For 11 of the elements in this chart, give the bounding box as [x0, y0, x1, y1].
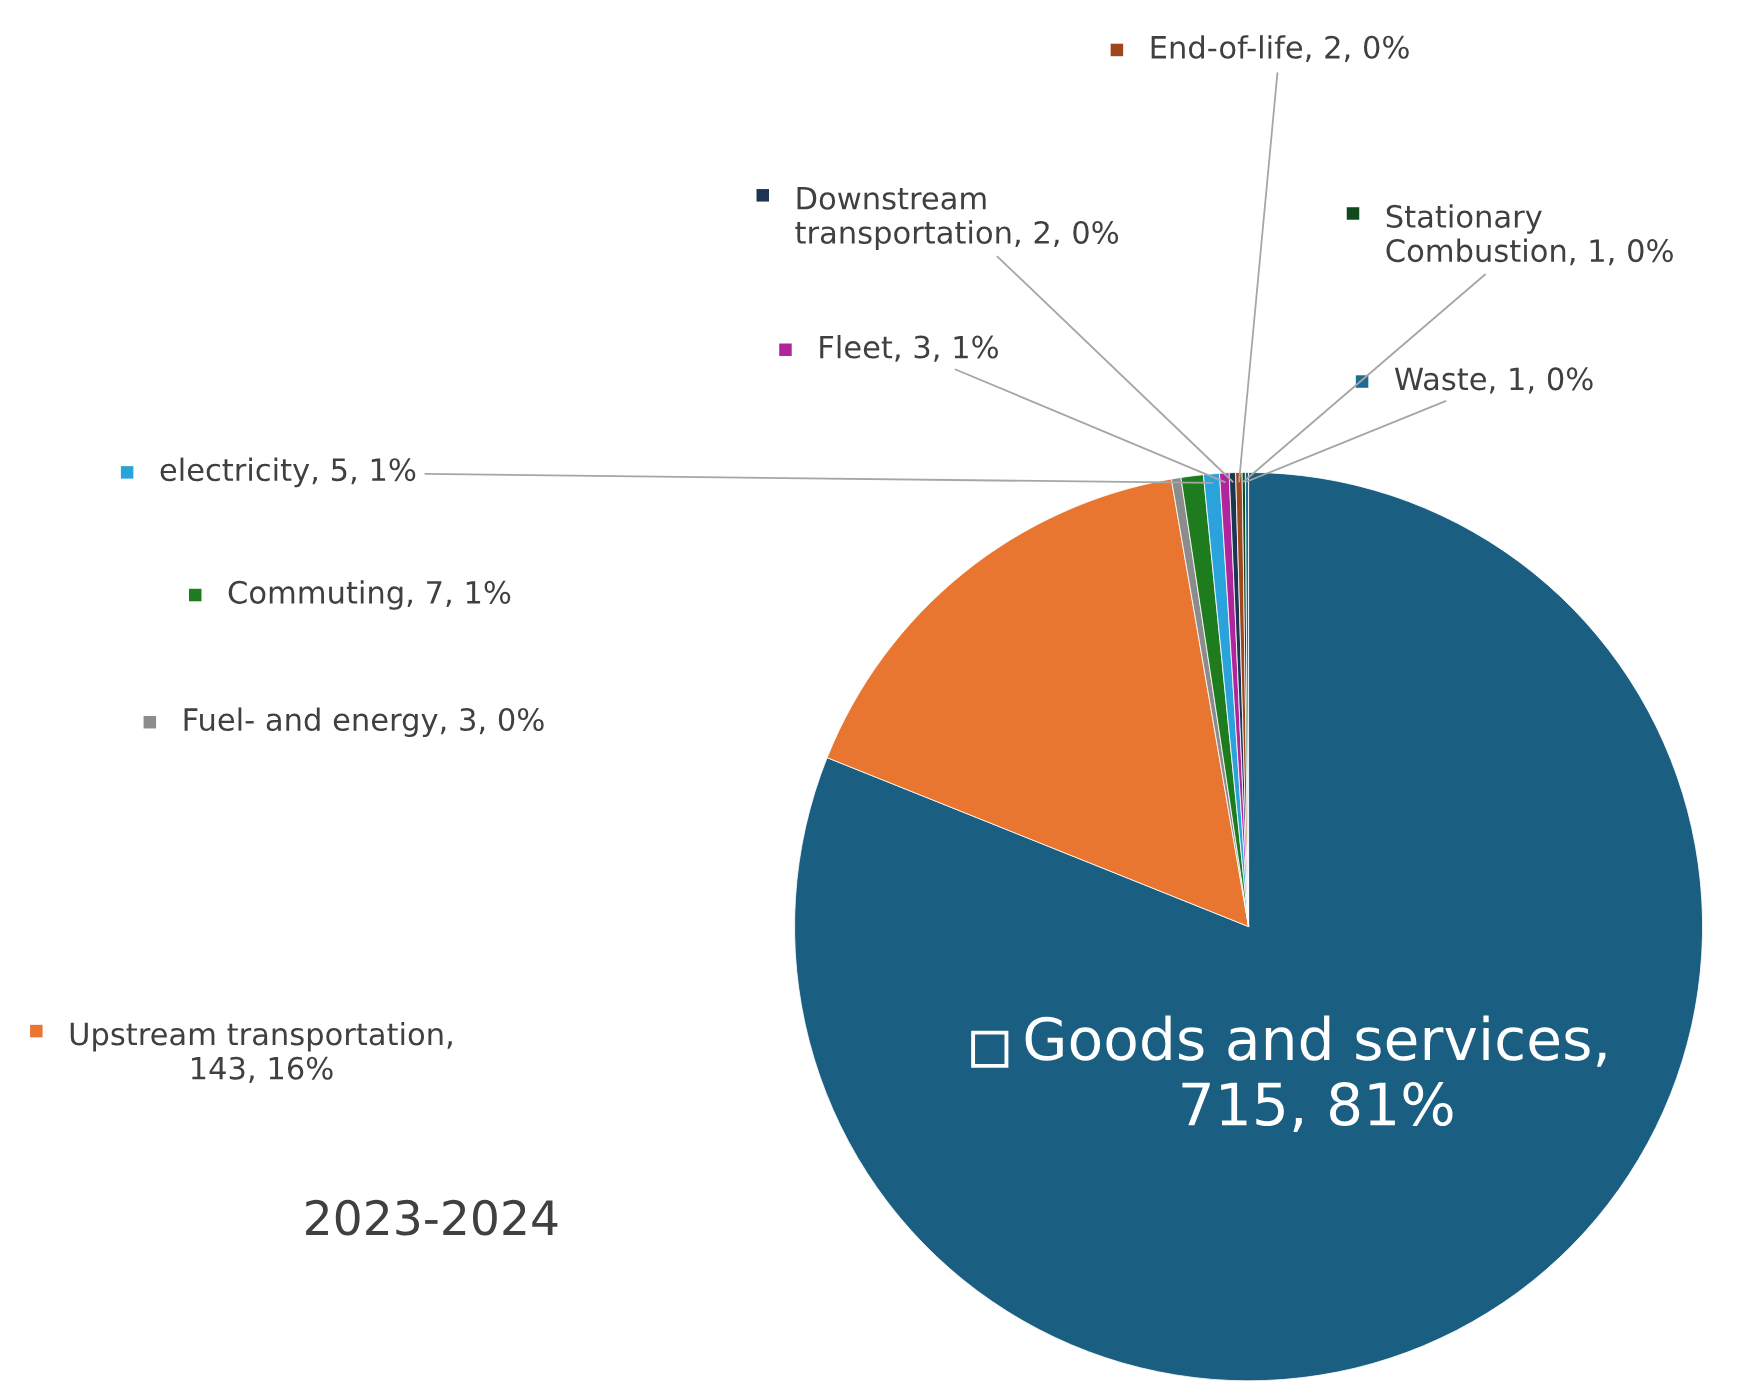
legend-label: Downstream transportation, 2, 0% — [795, 187, 1119, 250]
legend-label: electricity, 5, 1% — [160, 457, 416, 488]
legend-label: Fleet, 3, 1% — [820, 334, 998, 362]
legend-label: Upstream transportation, 143, 16% — [70, 1021, 452, 1083]
text: 2023-2024 — [306, 1199, 558, 1236]
legend-label: Commuting, 7, 1% — [228, 580, 511, 610]
legend-label: Goods and services, 715, 81% — [1025, 1015, 1606, 1133]
legend-label: Stationary Combustion, 1, 0% — [1386, 204, 1673, 266]
legend-label: End-of-life, 2, 0% — [1151, 35, 1409, 62]
legend-label: Fuel- and energy, 3, 0% — [184, 707, 544, 737]
legend-label: Waste, 1, 0% — [1394, 367, 1593, 394]
